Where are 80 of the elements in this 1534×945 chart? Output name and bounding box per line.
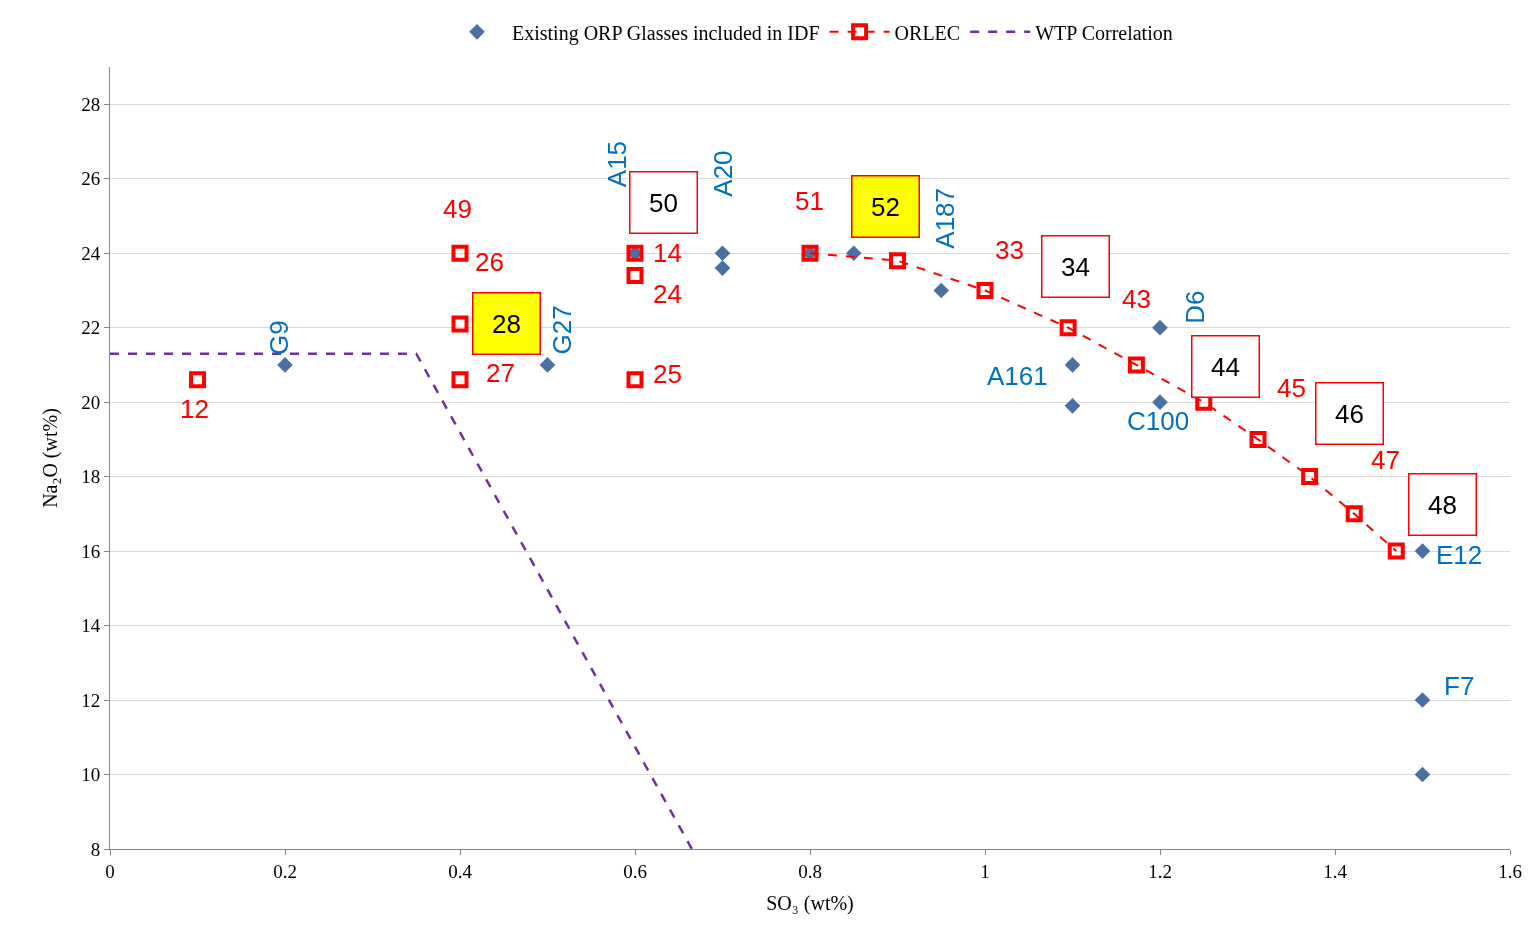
annotation: 14 xyxy=(653,238,682,268)
annotation: 12 xyxy=(180,394,209,424)
y-tick-label: 24 xyxy=(81,242,101,264)
point xyxy=(1414,692,1431,708)
annotation: E12 xyxy=(1436,540,1483,570)
annotation: 45 xyxy=(1277,373,1306,403)
x-tick-label: 1.6 xyxy=(1498,860,1522,882)
point xyxy=(1414,543,1431,559)
annotation: C100 xyxy=(1127,406,1190,436)
y-tick-label: 12 xyxy=(81,689,101,711)
point xyxy=(451,315,469,333)
point xyxy=(1345,505,1363,523)
annotation: 27 xyxy=(486,358,515,388)
x-tick-label: 1 xyxy=(980,860,990,882)
x-tick-label: 0 xyxy=(105,860,115,882)
annotation: G9 xyxy=(264,320,295,355)
point xyxy=(1064,357,1081,373)
annotation: 52 xyxy=(871,191,900,222)
y-tick-label: 14 xyxy=(81,615,101,637)
y-tick-label: 16 xyxy=(81,540,101,562)
y-tick-label: 26 xyxy=(81,168,101,190)
point xyxy=(933,282,950,299)
annotation: 26 xyxy=(475,247,504,277)
annotation: 49 xyxy=(443,194,472,224)
x-tick-label: 0.4 xyxy=(448,860,473,882)
y-tick-label: 28 xyxy=(81,93,101,115)
annotation: A187 xyxy=(929,187,960,249)
y-tick-label: 8 xyxy=(90,838,101,860)
point xyxy=(539,357,556,373)
annotation: 46 xyxy=(1335,398,1364,429)
point xyxy=(451,244,469,262)
annotation: 44 xyxy=(1211,351,1240,382)
annotation: A161 xyxy=(987,361,1048,391)
point xyxy=(626,267,644,285)
point xyxy=(277,357,293,373)
annotation: 51 xyxy=(795,186,824,216)
point xyxy=(189,371,206,389)
legend-label: Existing ORP Glasses included in IDF xyxy=(512,21,820,45)
point xyxy=(889,252,906,270)
y-tick-label: 18 xyxy=(81,466,101,488)
annotation: 47 xyxy=(1371,445,1400,475)
point xyxy=(1249,430,1267,448)
point xyxy=(1152,319,1168,336)
annotation: A15 xyxy=(601,140,632,188)
point xyxy=(1387,542,1405,560)
point xyxy=(1152,394,1168,410)
point xyxy=(714,245,731,261)
legend-label: WTP Correlation xyxy=(1035,21,1173,44)
annotation: 28 xyxy=(492,308,521,339)
point xyxy=(451,371,469,389)
y-axis-title: Na₂O (wt%) xyxy=(38,408,62,508)
annotation: D6 xyxy=(1180,290,1211,324)
legend-label: ORLEC xyxy=(894,21,961,44)
annotation: G27 xyxy=(546,305,577,355)
point xyxy=(626,371,644,389)
x-tick-label: 0.8 xyxy=(798,860,822,882)
x-tick-label: 1.2 xyxy=(1148,860,1172,882)
point xyxy=(1064,398,1081,414)
point xyxy=(1301,468,1319,486)
annotation: 34 xyxy=(1061,251,1090,282)
point xyxy=(1127,356,1145,374)
y-tick-label: 20 xyxy=(81,391,101,413)
y-tick-label: 10 xyxy=(81,764,101,786)
annotation: 50 xyxy=(649,187,678,218)
point xyxy=(976,281,994,299)
point xyxy=(714,260,731,276)
y-tick-label: 22 xyxy=(81,317,101,339)
point xyxy=(1414,766,1431,783)
x-tick-label: 1.4 xyxy=(1323,860,1348,882)
annotation: 25 xyxy=(653,359,682,389)
annotation: A20 xyxy=(708,150,739,197)
point xyxy=(1059,319,1077,337)
annotation: 48 xyxy=(1428,489,1457,520)
annotation: 33 xyxy=(995,235,1024,265)
annotation: F7 xyxy=(1444,671,1475,701)
x-axis-title: SO₃ (wt%) xyxy=(766,892,854,916)
annotation: 24 xyxy=(653,279,682,309)
annotation: 43 xyxy=(1122,284,1151,314)
x-tick-label: 0.2 xyxy=(273,860,297,882)
x-tick-label: 0.6 xyxy=(623,860,647,882)
